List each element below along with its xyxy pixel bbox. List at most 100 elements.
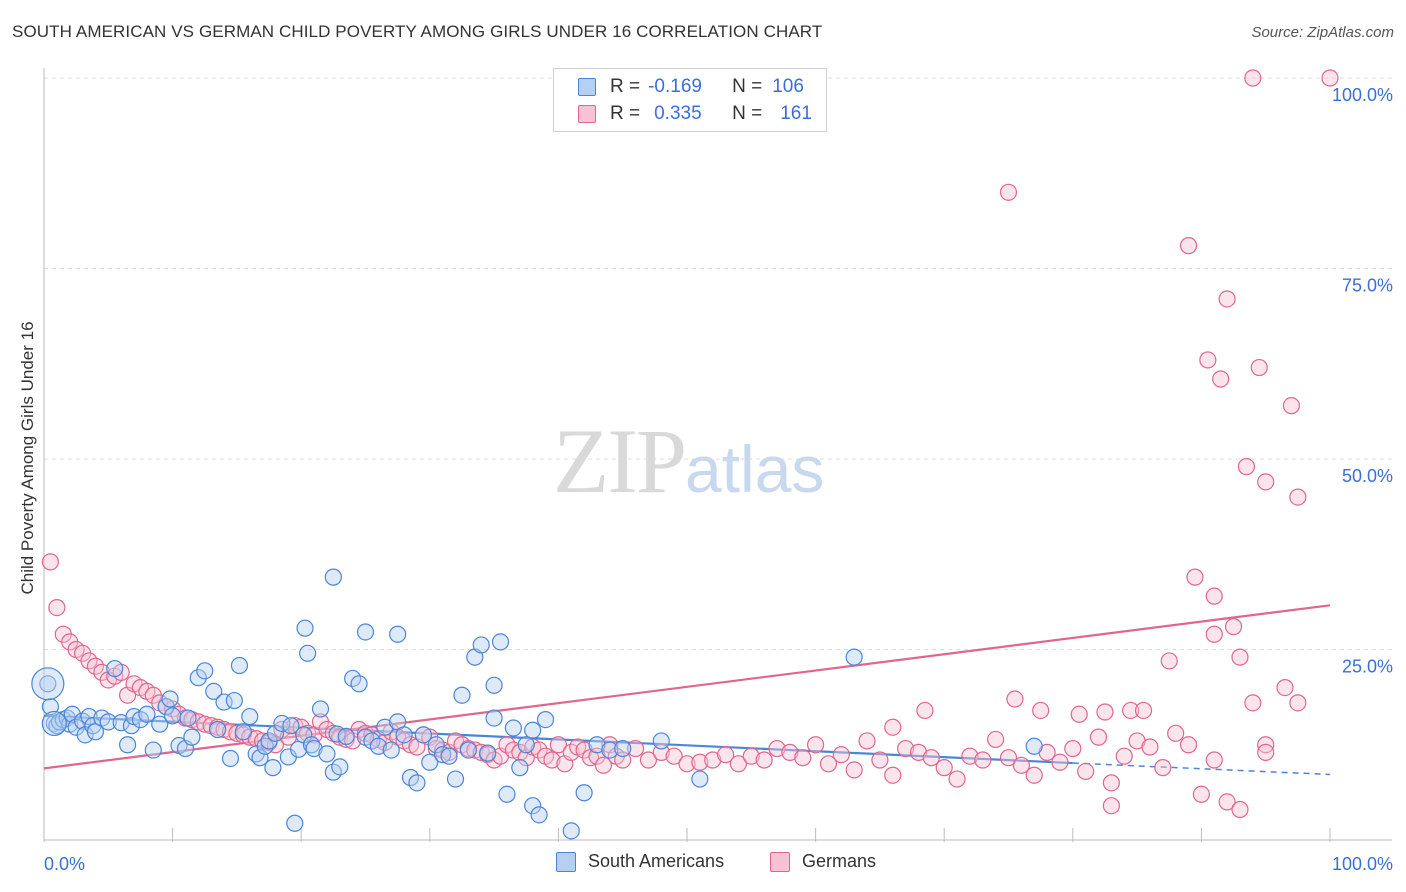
south-american-point (389, 625, 407, 643)
german-point (884, 718, 902, 736)
german-point (1231, 648, 1249, 666)
german-point (1167, 724, 1185, 742)
legend-n-value: 161 (780, 103, 812, 124)
south-american-point (241, 707, 259, 726)
german-point (768, 739, 786, 758)
german-point (228, 724, 246, 742)
south-american-point (183, 728, 201, 746)
south-american-point (491, 633, 510, 651)
watermark: ZIPatlas (553, 408, 824, 514)
german-point (691, 753, 709, 771)
south-american-point (286, 814, 304, 832)
legend-row-germans: R = 0.335 N = 161 (578, 101, 812, 127)
south-american-point (80, 707, 98, 726)
german-point (1276, 678, 1294, 697)
german-point (1096, 703, 1114, 721)
german-point (1237, 458, 1256, 476)
german-point (530, 741, 548, 759)
german-point (1218, 290, 1236, 308)
south-american-point (179, 709, 197, 727)
south-american-point (230, 656, 249, 675)
german-point (86, 657, 105, 675)
german-point (1186, 568, 1204, 586)
german-point (974, 751, 992, 769)
german-point (189, 713, 207, 731)
german-point (806, 736, 825, 754)
german-point (594, 756, 613, 774)
german-point (504, 741, 522, 759)
german-point (1006, 690, 1024, 708)
south-american-point (356, 623, 375, 641)
south-american-point (376, 718, 394, 736)
south-american-point (164, 707, 182, 725)
german-point (1205, 587, 1223, 605)
south-american-point (311, 700, 330, 718)
german-point (819, 755, 838, 773)
south-american-point (299, 644, 317, 662)
german-point (1250, 358, 1268, 377)
legend-row-south-americans: R = -0.169 N = 106 (578, 74, 804, 100)
german-point (858, 732, 876, 750)
chart-source: Source: ZipAtlas.com (1251, 24, 1394, 41)
german-point (1289, 694, 1307, 712)
german-point (639, 751, 658, 769)
south-american-point (652, 732, 670, 750)
bottom-legend-label-south-americans: South Americans (588, 851, 725, 871)
y-tick-label: 25.0% (1342, 657, 1393, 677)
german-point (41, 553, 60, 571)
german-point (704, 751, 722, 769)
german-point (1257, 473, 1275, 491)
south-american-point (485, 709, 503, 727)
chart-title: SOUTH AMERICAN VS GERMAN CHILD POVERTY A… (12, 22, 823, 41)
south-american-point (144, 741, 162, 759)
legend-r-value: 0.335 (654, 103, 702, 124)
german-point (871, 751, 889, 769)
correlation-legend: R = -0.169 N = 106 R = 0.335 N = 161 (553, 68, 827, 132)
watermark-zip: ZIP (553, 410, 687, 512)
german-point (1218, 793, 1236, 811)
south-american-point (691, 770, 709, 788)
south-american-point (189, 669, 207, 687)
south-american-point (31, 667, 65, 701)
german-point (1257, 743, 1275, 761)
legend-swatch-germans (578, 105, 596, 123)
german-point (999, 749, 1018, 767)
german-point (1205, 625, 1223, 643)
south-american-point (41, 698, 60, 716)
y-axis-title: Child Poverty Among Girls Under 16 (18, 321, 37, 595)
german-point (427, 739, 445, 758)
german-point (1154, 759, 1172, 777)
german-point (286, 717, 304, 735)
south-american-point (106, 659, 124, 678)
german-point (916, 701, 934, 720)
german-point (884, 766, 902, 784)
south-american-point (485, 676, 503, 694)
german-point (1122, 701, 1140, 720)
german-point (221, 723, 240, 741)
south-american-point (296, 619, 314, 637)
south-american-point (453, 686, 471, 704)
german-point (1025, 766, 1043, 784)
south-american-point (350, 675, 368, 693)
german-point (948, 770, 966, 788)
german-point (1205, 751, 1223, 769)
german-point (678, 755, 696, 773)
german-point (1321, 69, 1339, 87)
south-american-point (562, 822, 580, 840)
south-american-point (266, 724, 285, 742)
german-point (716, 746, 735, 764)
watermark-atlas: atlas (685, 432, 825, 506)
south-american-point (118, 736, 137, 754)
german-point (466, 741, 484, 759)
south-american-point (588, 736, 606, 754)
german-point (999, 183, 1018, 201)
south-american-point (324, 568, 342, 586)
german-point (1102, 774, 1120, 792)
german-point (832, 746, 850, 764)
german-point (401, 736, 420, 754)
german-point (196, 715, 214, 733)
south-american-point (446, 770, 465, 788)
german-point (665, 747, 683, 765)
south-american-point (530, 806, 548, 824)
